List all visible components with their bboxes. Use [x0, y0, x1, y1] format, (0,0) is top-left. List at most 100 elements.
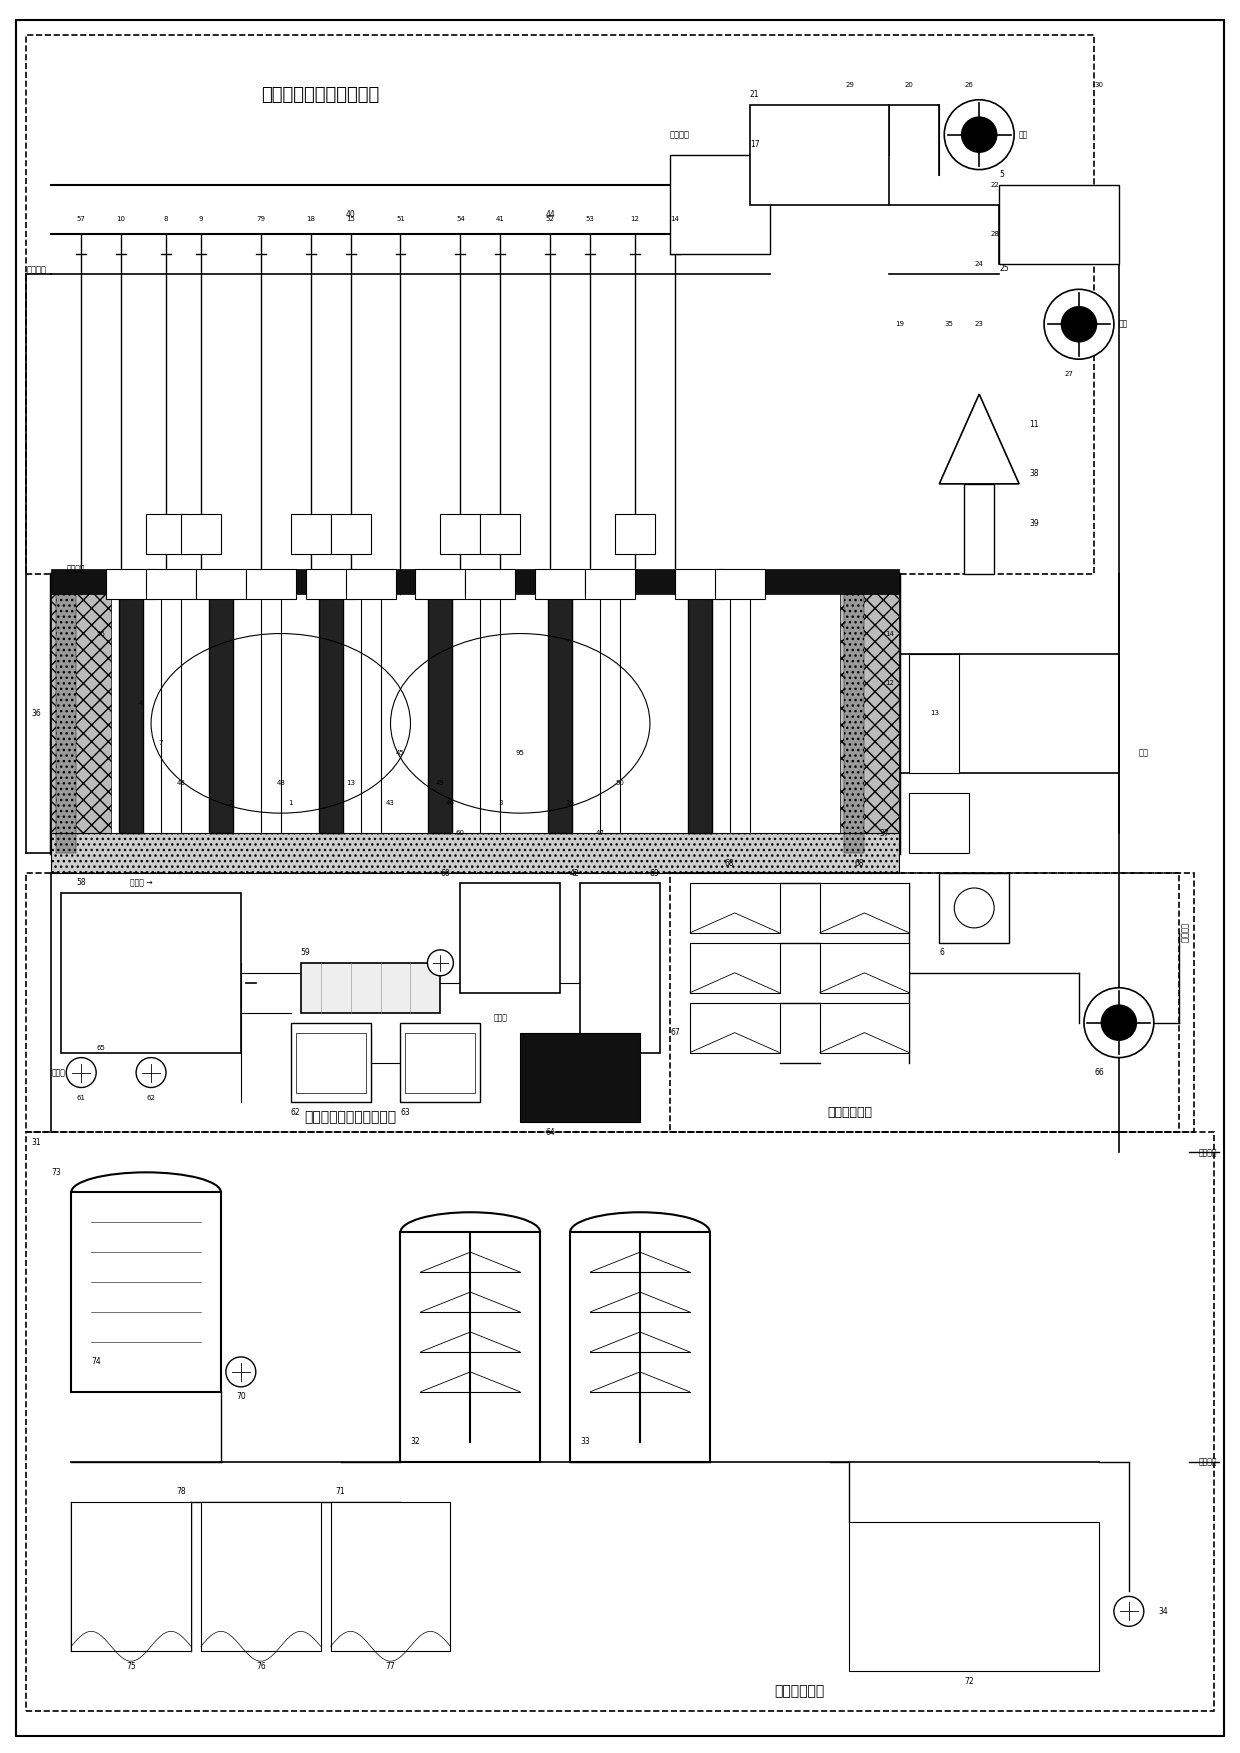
Bar: [319, 594, 342, 833]
Text: 废气处理单元: 废气处理单元: [827, 1106, 872, 1118]
Text: 33: 33: [580, 1437, 590, 1446]
Text: 空气: 空气: [1019, 130, 1028, 138]
Text: 9: 9: [198, 216, 203, 223]
Text: 24: 24: [975, 261, 983, 268]
Text: 68: 68: [725, 859, 734, 868]
Text: 75: 75: [126, 1662, 136, 1671]
Bar: [246, 568, 295, 598]
Text: 47: 47: [595, 831, 604, 836]
Bar: [548, 594, 572, 833]
Text: 36: 36: [31, 708, 41, 719]
Bar: [146, 514, 186, 554]
Bar: [689, 943, 780, 992]
Text: 58: 58: [76, 878, 86, 887]
Bar: [536, 568, 585, 598]
Bar: [909, 792, 970, 854]
Text: 76: 76: [255, 1662, 265, 1671]
Bar: [849, 1522, 1099, 1671]
Text: 25: 25: [999, 265, 1009, 273]
Circle shape: [955, 889, 994, 927]
Text: 26: 26: [965, 82, 973, 88]
Text: 冷凝液: 冷凝液: [51, 1068, 66, 1076]
Text: 15: 15: [346, 216, 355, 223]
Bar: [615, 514, 655, 554]
Text: 39: 39: [1029, 519, 1039, 528]
Text: 48: 48: [176, 780, 186, 785]
Text: 38: 38: [1029, 470, 1039, 479]
Bar: [196, 568, 246, 598]
Text: 51: 51: [396, 216, 405, 223]
Text: 68: 68: [854, 859, 864, 868]
Text: 63: 63: [401, 1108, 410, 1117]
Text: 6: 6: [939, 948, 944, 957]
Circle shape: [136, 1057, 166, 1087]
Text: 62: 62: [290, 1108, 300, 1117]
Bar: [521, 1033, 640, 1122]
Text: 21: 21: [750, 89, 759, 100]
Text: 61: 61: [77, 1094, 86, 1101]
Circle shape: [428, 950, 454, 976]
Bar: [181, 514, 221, 554]
Text: 30: 30: [1095, 82, 1104, 88]
Text: 45: 45: [396, 750, 405, 756]
Text: 16: 16: [565, 799, 574, 806]
Text: 95: 95: [516, 750, 525, 756]
Bar: [460, 884, 560, 992]
Text: 27: 27: [1065, 372, 1074, 377]
Text: 54: 54: [456, 216, 465, 223]
Polygon shape: [939, 394, 1019, 484]
Bar: [965, 484, 994, 573]
Bar: [208, 594, 233, 833]
Text: 17: 17: [750, 140, 759, 149]
Text: 43: 43: [277, 780, 285, 785]
Bar: [429, 594, 453, 833]
Bar: [689, 884, 780, 933]
Text: 抽提冷凝和气液分离单元: 抽提冷凝和气液分离单元: [305, 1110, 397, 1124]
Bar: [688, 594, 712, 833]
Text: 66: 66: [1094, 1068, 1104, 1076]
Circle shape: [1061, 307, 1096, 342]
Text: 28: 28: [991, 231, 999, 237]
Text: 49: 49: [436, 780, 445, 785]
Text: 20: 20: [905, 82, 914, 88]
Bar: [51, 568, 899, 594]
Bar: [119, 594, 143, 833]
Bar: [260, 594, 280, 833]
Bar: [675, 568, 724, 598]
Bar: [346, 568, 396, 598]
Bar: [361, 594, 381, 833]
Text: 8: 8: [164, 216, 169, 223]
Bar: [405, 1033, 475, 1092]
Text: 13: 13: [930, 710, 939, 717]
Text: 废水处理单元: 废水处理单元: [775, 1685, 825, 1699]
Text: 18: 18: [306, 216, 315, 223]
Text: 2: 2: [228, 799, 233, 806]
Text: 10: 10: [117, 216, 125, 223]
Bar: [730, 594, 750, 833]
Bar: [580, 884, 660, 1052]
Bar: [71, 1502, 191, 1651]
Text: 13: 13: [346, 780, 355, 785]
Circle shape: [945, 100, 1014, 170]
Bar: [51, 573, 899, 854]
Text: 60: 60: [440, 868, 450, 878]
Text: 50: 50: [615, 780, 625, 785]
Bar: [201, 1502, 321, 1651]
Bar: [71, 1192, 221, 1392]
Text: 22: 22: [991, 182, 999, 188]
Text: 64: 64: [546, 1127, 556, 1138]
Bar: [161, 594, 181, 833]
Bar: [480, 514, 521, 554]
Text: 71: 71: [336, 1487, 346, 1495]
Text: 74: 74: [92, 1357, 100, 1366]
Text: 5: 5: [999, 170, 1004, 179]
Text: 14: 14: [885, 631, 894, 636]
Text: 燃气: 燃气: [1118, 319, 1128, 330]
Text: 31: 31: [31, 1138, 41, 1146]
Text: 燃气: 燃气: [1138, 749, 1148, 757]
Bar: [26, 35, 1094, 573]
Bar: [714, 568, 765, 598]
Text: 29: 29: [844, 82, 854, 88]
Text: 69: 69: [650, 868, 660, 878]
Text: 41: 41: [496, 216, 505, 223]
